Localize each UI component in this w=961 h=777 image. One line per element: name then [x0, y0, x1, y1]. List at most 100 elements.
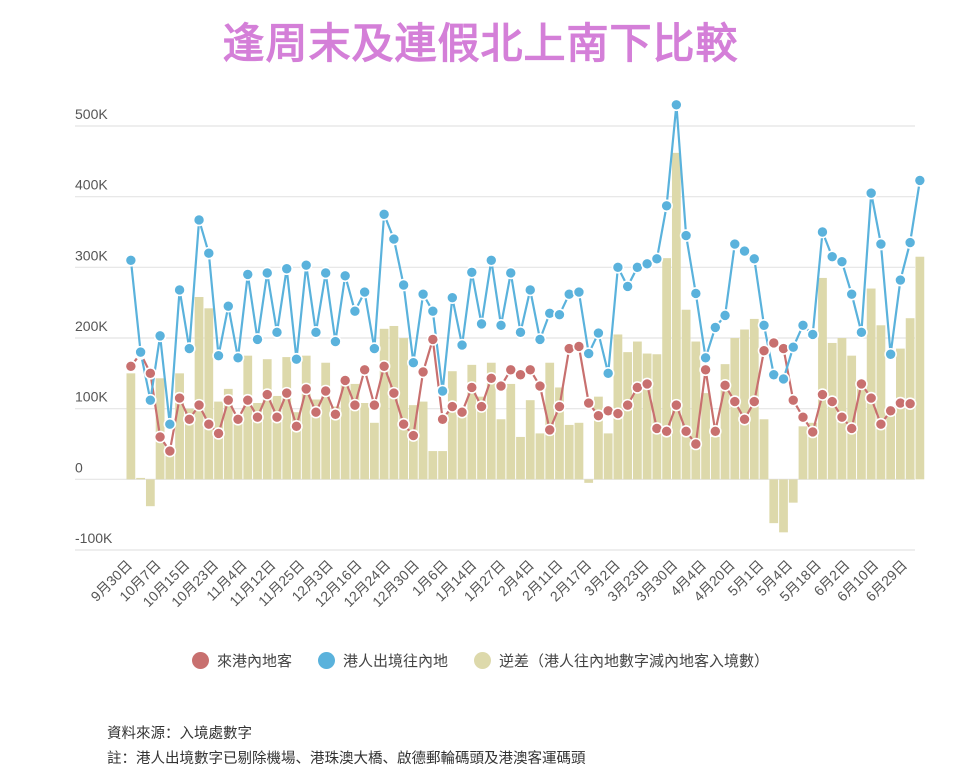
legend-item-difference[interactable]: 逆差（港人往內地數字減內地客入境數） — [474, 650, 769, 671]
difference-bar — [652, 354, 662, 480]
hk-residents-point — [796, 318, 810, 332]
difference-bar — [779, 479, 788, 533]
hk-residents-point — [777, 372, 790, 386]
mainland-visitors-point — [553, 400, 566, 413]
mainland-visitors-point — [144, 367, 157, 380]
difference-bar — [701, 393, 710, 480]
difference-bar — [613, 334, 623, 480]
legend-item-mainland-visitors[interactable]: 來港內地客 — [191, 650, 292, 671]
difference-bar — [691, 341, 701, 480]
hk-residents-point — [533, 333, 547, 346]
mainland-visitors-point — [718, 379, 732, 392]
mainland-visitors-point — [426, 333, 440, 346]
difference-bar — [574, 422, 584, 480]
difference-bar — [370, 422, 379, 480]
chart-plot: 500K 400K 300K 200K 100K 0 -100K 9月30日10月7日10月… — [75, 98, 927, 610]
legend-label: 港人出境往內地 — [342, 652, 448, 670]
legend-item-hk-residents[interactable]: 港人出境往內地 — [317, 650, 448, 671]
hk-residents-point — [299, 258, 313, 272]
hk-residents-point — [455, 338, 469, 352]
mainland-visitors-point — [816, 388, 829, 401]
difference-bar — [262, 359, 272, 480]
mainland-visitors-point — [387, 386, 401, 400]
mainland-visitors-point — [572, 340, 586, 353]
hk-residents-point — [416, 287, 430, 301]
hk-residents-point — [183, 342, 196, 355]
difference-bar — [837, 338, 847, 480]
difference-bar — [223, 388, 233, 480]
difference-bars — [126, 152, 925, 533]
difference-bar — [486, 362, 496, 480]
hk-residents-point — [835, 255, 849, 268]
difference-bar — [535, 433, 545, 480]
hk-residents-point — [523, 283, 537, 297]
difference-bar — [886, 408, 896, 480]
hk-residents-point — [825, 250, 839, 264]
hk-residents-point — [621, 280, 634, 293]
difference-bar — [827, 342, 837, 480]
hk-residents-point — [377, 208, 391, 221]
hk-residents-point — [699, 351, 712, 365]
mainland-visitors-point — [855, 377, 868, 391]
mainland-visitors-point — [543, 423, 557, 437]
difference-bar — [126, 373, 136, 480]
difference-bar — [710, 436, 720, 480]
mainland-visitors-point — [221, 393, 235, 407]
mainland-visitors-point — [319, 384, 332, 398]
difference-bar — [253, 403, 262, 480]
difference-bar — [428, 451, 438, 480]
difference-bar — [681, 309, 691, 480]
hk-residents-point — [728, 237, 742, 251]
difference-bar — [808, 422, 818, 480]
hk-residents-point — [202, 246, 216, 260]
difference-bar — [331, 406, 340, 480]
mainland-visitors-point — [183, 412, 196, 426]
difference-bar — [788, 479, 798, 503]
y-tick-label: 400K — [75, 177, 108, 193]
hk-residents-point — [913, 174, 927, 187]
source-note: 資料來源：入境處數字 — [107, 726, 252, 742]
mainland-visitors-point — [679, 424, 693, 438]
mainland-visitors-point — [484, 371, 498, 385]
mainland-visitors-point — [845, 422, 858, 435]
difference-bar — [214, 401, 223, 480]
hk-residents-point — [173, 283, 186, 297]
hk-residents-point — [270, 326, 284, 339]
footnote: 註：港人出境數字已剔除機場、港珠澳大橋、啟德郵輪碼頭及港澳客運碼頭 — [107, 751, 586, 767]
mainland-visitors-point — [903, 397, 917, 411]
difference-bar — [623, 352, 633, 480]
mainland-visitors-point — [446, 400, 459, 413]
legend-swatch-red — [191, 652, 209, 669]
mainland-visitors-point — [348, 398, 362, 412]
difference-bar — [350, 383, 360, 480]
hk-residents-point — [650, 252, 664, 266]
mainland-visitors-point — [835, 410, 849, 424]
difference-bar — [340, 375, 350, 480]
difference-bar — [301, 355, 311, 480]
mainland-visitors-point — [173, 391, 186, 405]
difference-bar — [915, 256, 925, 480]
mainland-visitors-point — [806, 425, 820, 439]
difference-bar — [467, 364, 477, 480]
mainland-visitors-point — [494, 379, 508, 393]
difference-bar — [438, 451, 447, 480]
difference-bar — [642, 353, 652, 480]
difference-bar — [555, 387, 564, 480]
legend-swatch-blue — [317, 652, 335, 669]
hk-residents-point — [864, 186, 878, 200]
hk-residents-point — [212, 349, 225, 362]
difference-bar — [662, 258, 671, 480]
hk-residents-point — [465, 265, 479, 279]
difference-bar — [311, 399, 321, 480]
difference-bar — [818, 277, 827, 480]
hk-residents-point — [670, 98, 683, 112]
mainland-visitors-point — [767, 336, 781, 350]
hk-residents-point — [786, 340, 800, 354]
mainland-visitors-point — [212, 427, 225, 440]
y-tick-label: 100K — [75, 389, 108, 405]
mainland-visitors-point — [368, 398, 381, 412]
mainland-visitors-point — [699, 363, 712, 377]
difference-bar — [360, 403, 370, 480]
difference-bar — [564, 424, 574, 480]
difference-bar — [282, 357, 292, 480]
